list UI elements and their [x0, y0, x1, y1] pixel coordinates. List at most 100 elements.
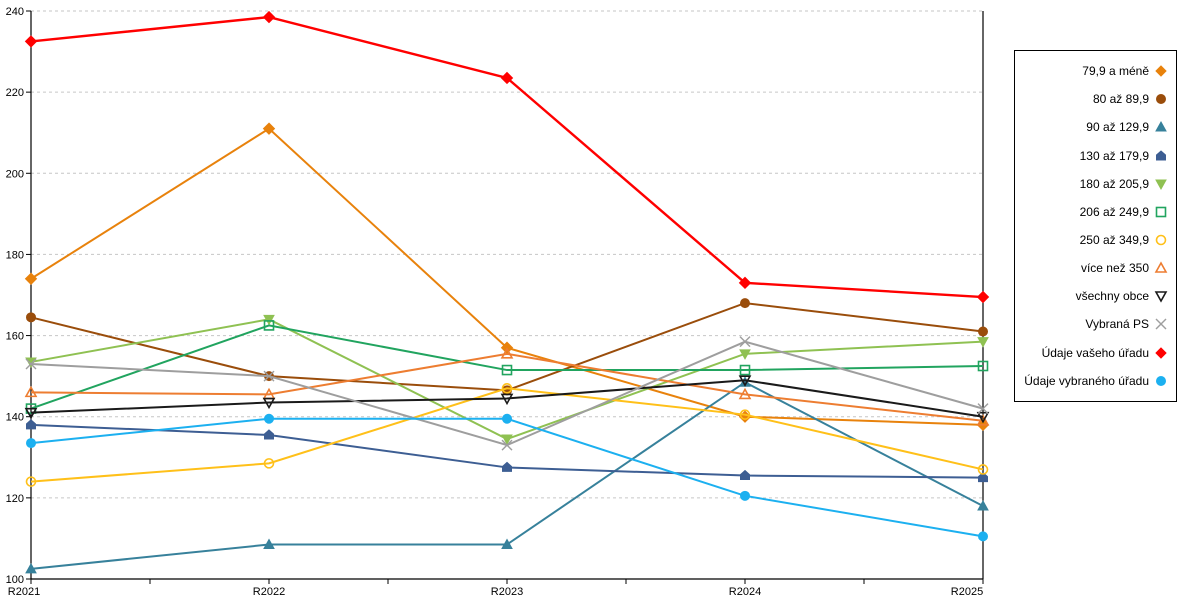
legend-label: 206 až 249,9: [1079, 204, 1149, 219]
circle-marker: [1156, 375, 1166, 386]
circle-marker: [978, 326, 988, 337]
triangle-up-marker: [25, 562, 37, 574]
triangle-down-marker: [501, 434, 513, 446]
legend-item: 206 až 249,9: [1019, 200, 1168, 224]
series-line: [30, 324, 984, 410]
legend-item: Údaje vybraného úřadu: [1019, 369, 1168, 393]
series-10: [25, 336, 989, 451]
circle-marker: [739, 409, 751, 420]
triangle-up-marker: [977, 499, 989, 511]
y-tick-label: 220: [6, 87, 24, 99]
square-marker: [739, 364, 751, 376]
square-marker: [1155, 206, 1167, 218]
legend-label: Údaje vybraného úřadu: [1024, 373, 1149, 388]
x-tick-label: R2021: [8, 586, 40, 598]
y-tick-label: 240: [6, 6, 24, 18]
series-9: [24, 375, 990, 424]
legend-item: 79,9 a méně: [1019, 59, 1168, 83]
legend-label: 250 až 349,9: [1079, 233, 1149, 248]
diamond-marker: [500, 71, 514, 85]
triangle-up-marker: [1154, 261, 1168, 273]
legend-item: 250 až 349,9: [1019, 228, 1168, 252]
triangle-down-marker: [263, 314, 275, 326]
x-legend-icon: [1155, 318, 1167, 330]
y-tick-label: 180: [6, 249, 24, 261]
circle-marker: [978, 531, 988, 542]
circle-marker: [1156, 94, 1166, 105]
triangle-down-marker: [739, 349, 751, 360]
legend-label: 79,9 a méně: [1082, 64, 1149, 79]
triangle-down-marker: [25, 357, 37, 368]
series-line: [30, 15, 984, 299]
circle-marker: [740, 298, 750, 309]
series-5: [25, 314, 989, 446]
legend-label: 80 až 89,9: [1092, 92, 1149, 107]
legend-item: Vybraná PS: [1019, 312, 1168, 336]
triangle-up-marker: [24, 385, 38, 398]
legend-label: 90 až 129,9: [1086, 120, 1149, 135]
pentagon-marker: [1156, 149, 1166, 161]
series-11: [24, 10, 990, 304]
triangle-up-marker: [263, 538, 275, 550]
triangle-up-marker: [500, 347, 514, 359]
legend-item: více než 350: [1019, 256, 1168, 280]
pentagon-marker: [26, 419, 36, 430]
pentagon-marker: [978, 471, 988, 483]
diamond-marker: [262, 10, 276, 24]
x-marker: [739, 336, 751, 348]
diamond-marker: [1155, 65, 1167, 77]
series-4: [26, 419, 988, 483]
legend-label: Vybraná PS: [1085, 317, 1149, 332]
square-marker: [501, 364, 513, 376]
y-tick-label: 140: [6, 412, 24, 424]
x-marker: [25, 358, 37, 370]
legend-label: 130 až 179,9: [1079, 148, 1149, 163]
triangle-up-legend-icon: [1154, 261, 1168, 273]
legend-label: Údaje vašeho úřadu: [1041, 345, 1149, 360]
triangle-down-marker: [500, 393, 514, 406]
legend-item: 130 až 179,9: [1019, 144, 1168, 168]
series-line: [30, 352, 984, 422]
x-tick-label: R2023: [491, 586, 523, 598]
circle-marker: [1155, 234, 1167, 246]
pentagon-legend-icon: [1156, 149, 1166, 161]
triangle-down-marker: [976, 411, 990, 424]
legend-item: 90 až 129,9: [1019, 115, 1168, 139]
triangle-down-marker: [977, 337, 989, 348]
diamond-marker: [738, 276, 752, 290]
triangle-up-marker: [738, 387, 752, 400]
circle-marker: [263, 458, 275, 469]
diamond-legend-icon: [1155, 65, 1167, 77]
diamond-marker: [1155, 346, 1167, 359]
y-tick-label: 120: [6, 493, 24, 505]
x-tick-label: R2025: [951, 586, 983, 598]
triangle-down-marker: [738, 375, 752, 387]
x-marker: [263, 370, 275, 382]
diamond-marker: [24, 272, 38, 285]
legend-label: 180 až 205,9: [1079, 176, 1149, 191]
diamond-marker: [262, 122, 276, 135]
square-marker: [263, 320, 275, 331]
triangle-down-legend-icon: [1154, 291, 1168, 303]
diamond-marker: [976, 290, 990, 304]
series-12: [26, 413, 988, 542]
triangle-down-marker: [262, 397, 276, 410]
triangle-down-marker: [24, 407, 38, 420]
triangle-up-marker: [501, 538, 513, 550]
series-line: [30, 387, 984, 483]
triangle-up-marker: [976, 414, 990, 426]
chart-legend: 79,9 a méně 80 až 89,9 90 až 129,9 130 až 1…: [1014, 50, 1177, 402]
circle-legend-icon: [1156, 375, 1166, 386]
square-legend-icon: [1155, 206, 1167, 218]
circle-legend-icon: [1156, 94, 1166, 105]
circle-marker: [264, 413, 274, 424]
legend-label: více než 350: [1080, 261, 1149, 276]
legend-item: Údaje vašeho úřadu: [1019, 341, 1168, 365]
legend-item: 180 až 205,9: [1019, 172, 1168, 196]
x-tick-label: R2024: [729, 586, 761, 598]
circle-marker: [502, 413, 512, 424]
triangle-up-marker: [1155, 121, 1167, 132]
triangle-down-marker: [1154, 291, 1168, 303]
